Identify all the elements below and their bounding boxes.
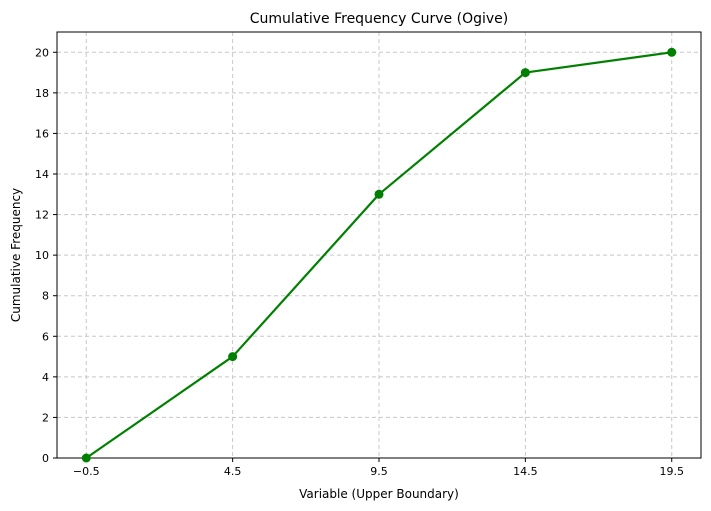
data-point	[667, 47, 677, 57]
x-tick-label: 14.5	[513, 465, 538, 478]
grid	[57, 32, 701, 459]
x-tick-label: 4.5	[224, 465, 242, 478]
data-point	[81, 453, 91, 463]
y-tick-label: 16	[35, 127, 49, 140]
y-tick-label: 0	[42, 452, 49, 465]
x-tick-label: 19.5	[659, 465, 684, 478]
data-point	[520, 68, 530, 78]
y-tick-label: 6	[42, 330, 49, 343]
y-tick-label: 4	[42, 371, 49, 384]
data-point	[228, 352, 238, 362]
y-tick-label: 12	[35, 209, 49, 222]
y-tick-label: 20	[35, 46, 49, 59]
chart-title: Cumulative Frequency Curve (Ogive)	[250, 11, 509, 27]
axes: −0.5 4.5 9.5 14.5 19.5 0 2 4 6 8 10 12 14 16 18 20	[35, 31, 702, 478]
x-tick-label: −0.5	[73, 465, 100, 478]
y-tick-label: 14	[35, 168, 49, 181]
data-point	[374, 189, 384, 199]
y-tick-label: 8	[42, 290, 49, 303]
x-axis-label: Variable (Upper Boundary)	[299, 487, 459, 501]
series-layer	[81, 47, 677, 463]
y-tick-label: 10	[35, 249, 49, 262]
y-axis-label: Cumulative Frequency	[9, 188, 23, 322]
y-tick-label: 18	[35, 87, 49, 100]
x-tick-label: 9.5	[370, 465, 388, 478]
y-tick-label: 2	[42, 411, 49, 424]
